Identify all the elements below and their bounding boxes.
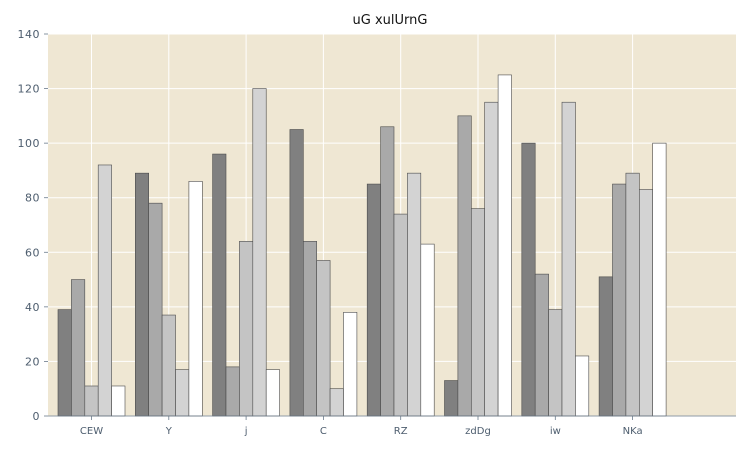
- bar: [534, 273, 549, 417]
- bar: [111, 385, 126, 417]
- x-tick-label: C: [320, 426, 327, 437]
- bar: [289, 129, 304, 417]
- x-tick-label: iw: [550, 426, 561, 437]
- bar: [457, 115, 472, 417]
- bar: [561, 101, 576, 417]
- y-tick-label: 20: [25, 355, 40, 368]
- x-tick-label: j: [244, 426, 248, 437]
- bar: [638, 189, 653, 417]
- y-tick-label: 140: [18, 28, 41, 41]
- bar: [252, 88, 267, 417]
- x-tick-label: RZ: [394, 426, 408, 437]
- bar: [484, 101, 499, 417]
- bar: [135, 172, 150, 417]
- bar: [212, 153, 227, 417]
- bar: [420, 243, 435, 417]
- bar: [175, 369, 190, 417]
- bar: [343, 312, 358, 417]
- bar: [97, 164, 112, 417]
- bar: [652, 142, 667, 417]
- bar: [625, 172, 640, 417]
- y-tick-label: 60: [25, 246, 40, 259]
- bar: [575, 355, 590, 417]
- bar: [57, 309, 72, 417]
- bar: [148, 202, 163, 417]
- bar: [316, 260, 331, 417]
- bar: [393, 213, 408, 417]
- x-tick-label: CEW: [80, 426, 103, 437]
- bar: [265, 369, 280, 417]
- y-tick-label: 0: [33, 410, 41, 423]
- bar: [497, 74, 512, 417]
- bar: [380, 126, 395, 417]
- x-tick-label: NKa: [623, 426, 643, 437]
- bar: [598, 276, 613, 417]
- bar: [239, 241, 254, 417]
- y-tick-label: 80: [25, 192, 40, 205]
- bar: [329, 388, 344, 417]
- bar: [612, 183, 627, 417]
- y-tick-label: 120: [18, 83, 41, 96]
- bar: [71, 279, 86, 417]
- bar: [407, 172, 422, 417]
- chart-title: uG xulUrnG: [353, 13, 428, 28]
- y-tick-label: 100: [18, 137, 41, 150]
- bar: [225, 366, 240, 417]
- bar: [366, 183, 381, 417]
- bar: [470, 208, 485, 417]
- bar: [161, 314, 176, 417]
- x-tick-label: Y: [165, 426, 173, 437]
- x-tick-label: zdDg: [465, 426, 491, 437]
- bar: [521, 142, 536, 417]
- y-tick-label: 40: [25, 301, 40, 314]
- bar: [548, 309, 563, 417]
- bar: [302, 241, 317, 417]
- bar: [444, 380, 459, 417]
- bar: [188, 181, 203, 417]
- bar: [84, 385, 99, 417]
